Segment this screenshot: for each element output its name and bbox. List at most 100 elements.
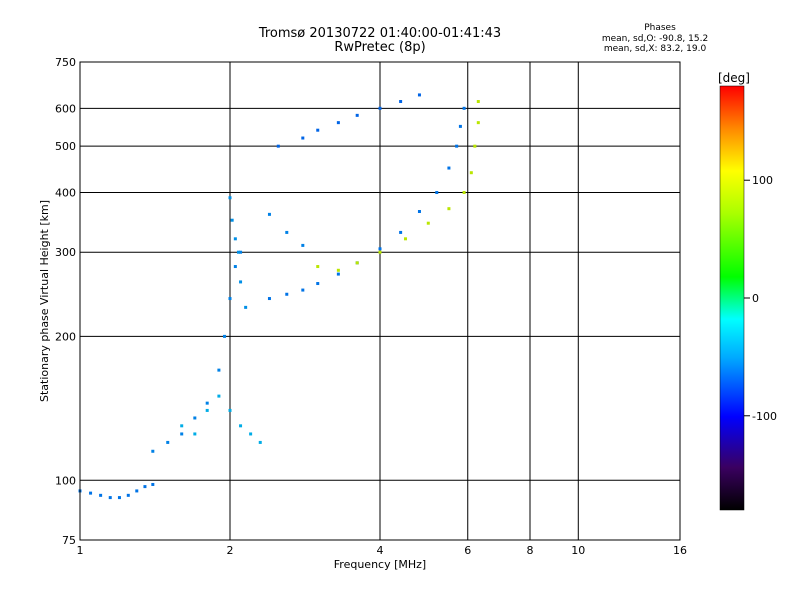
chart-subtitle: RwPretec (8p) [334, 40, 426, 55]
y-tick-label: 75 [62, 534, 76, 547]
data-point [233, 265, 237, 269]
colorbar-gradient [719, 85, 745, 511]
data-point [285, 230, 289, 234]
data-point [267, 297, 271, 301]
data-point [193, 416, 197, 420]
data-point [336, 272, 340, 276]
data-point [135, 489, 139, 493]
x-axis-label: Frequency [MHz] [334, 558, 426, 571]
data-point [217, 368, 221, 372]
x-tick-label: 8 [527, 544, 534, 557]
y-tick-label: 100 [55, 474, 76, 487]
data-point [236, 250, 240, 254]
colorbar-label: [deg] [718, 71, 750, 85]
data-point [399, 230, 403, 234]
y-tick-label: 750 [55, 56, 76, 69]
data-point [417, 210, 421, 214]
data-point [143, 485, 147, 489]
data-point [258, 440, 262, 444]
x-tick-labels: 1 2 4 6 8 10 16 [77, 544, 688, 557]
data-point [223, 334, 227, 338]
data-point [462, 190, 466, 194]
colorbar-ticks: 100 0 -100 [744, 174, 777, 423]
data-point [469, 171, 473, 175]
data-point [89, 491, 93, 495]
data-point [99, 493, 103, 497]
data-point [355, 261, 359, 265]
data-point [447, 166, 451, 170]
data-point [244, 305, 248, 309]
phase-stats-x: mean, sd,X: 83.2, 19.0 [603, 44, 707, 54]
data-point [378, 247, 382, 251]
data-point [233, 237, 237, 241]
data-point [228, 297, 232, 301]
chart-title: Tromsø 20130722 01:40:00-01:41:43 [258, 26, 502, 41]
data-point [473, 144, 477, 148]
data-point [378, 250, 382, 254]
data-point [230, 218, 234, 222]
data-point [455, 144, 459, 148]
x-tick-label: 2 [227, 544, 234, 557]
grid [80, 62, 680, 540]
data-point [301, 136, 305, 140]
data-point [285, 292, 289, 296]
data-point [435, 190, 439, 194]
x-tick-label: 4 [377, 544, 384, 557]
plot-frame [79, 61, 681, 541]
data-point [193, 432, 197, 436]
data-point [336, 268, 340, 272]
y-tick-label: 200 [55, 330, 76, 343]
y-tick-labels: 75 100 200 300 400 500 600 750 [55, 56, 76, 547]
y-axis-label: Stationary phase Virtual Height [km] [38, 200, 51, 402]
data-point [205, 401, 209, 405]
data-point [166, 440, 170, 444]
data-point [180, 432, 184, 436]
data-point [301, 243, 305, 247]
data-point [276, 144, 280, 148]
colorbar-tick-label: 100 [752, 174, 773, 187]
data-point [239, 424, 243, 428]
data-point [336, 121, 340, 125]
x-tick-label: 1 [77, 544, 84, 557]
colorbar-tick-label: 0 [752, 292, 759, 305]
x-tick-label: 10 [571, 544, 585, 557]
data-point [426, 221, 430, 225]
y-tick-label: 400 [55, 186, 76, 199]
data-point [417, 93, 421, 97]
phase-stats-o: mean, sd,O: -90.8, 15.2 [601, 34, 709, 44]
data-point [316, 128, 320, 132]
data-points [78, 93, 480, 500]
data-point [180, 424, 184, 428]
phase-stats-title: Phases [644, 23, 676, 33]
data-point [249, 432, 253, 436]
data-point [355, 113, 359, 117]
data-point [205, 408, 209, 412]
colorbar: [deg] 100 0 -100 [718, 71, 777, 511]
data-point [462, 106, 466, 110]
data-point [217, 394, 221, 398]
data-point [228, 408, 232, 412]
data-point [378, 106, 382, 110]
data-point [151, 449, 155, 453]
data-point [301, 288, 305, 292]
data-point [403, 237, 407, 241]
data-point [126, 493, 130, 497]
data-point [458, 124, 462, 128]
data-point [239, 280, 243, 284]
data-point [151, 482, 155, 486]
data-point [108, 496, 112, 500]
data-point [267, 212, 271, 216]
data-point [228, 196, 232, 200]
data-point [239, 250, 243, 254]
data-point [316, 282, 320, 286]
data-point [117, 496, 121, 500]
colorbar-tick-label: -100 [752, 410, 777, 423]
data-point [447, 207, 451, 211]
y-tick-label: 500 [55, 140, 76, 153]
data-point [476, 121, 480, 125]
y-tick-label: 600 [55, 102, 76, 115]
x-tick-label: 16 [673, 544, 687, 557]
data-point [399, 100, 403, 104]
